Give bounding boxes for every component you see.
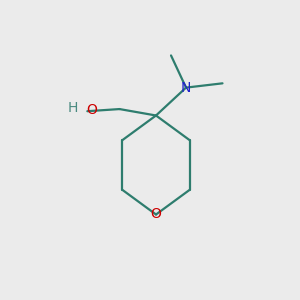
Text: N: N [181,81,191,94]
Text: O: O [151,208,161,221]
Text: O: O [86,103,97,117]
Text: H: H [68,100,78,115]
